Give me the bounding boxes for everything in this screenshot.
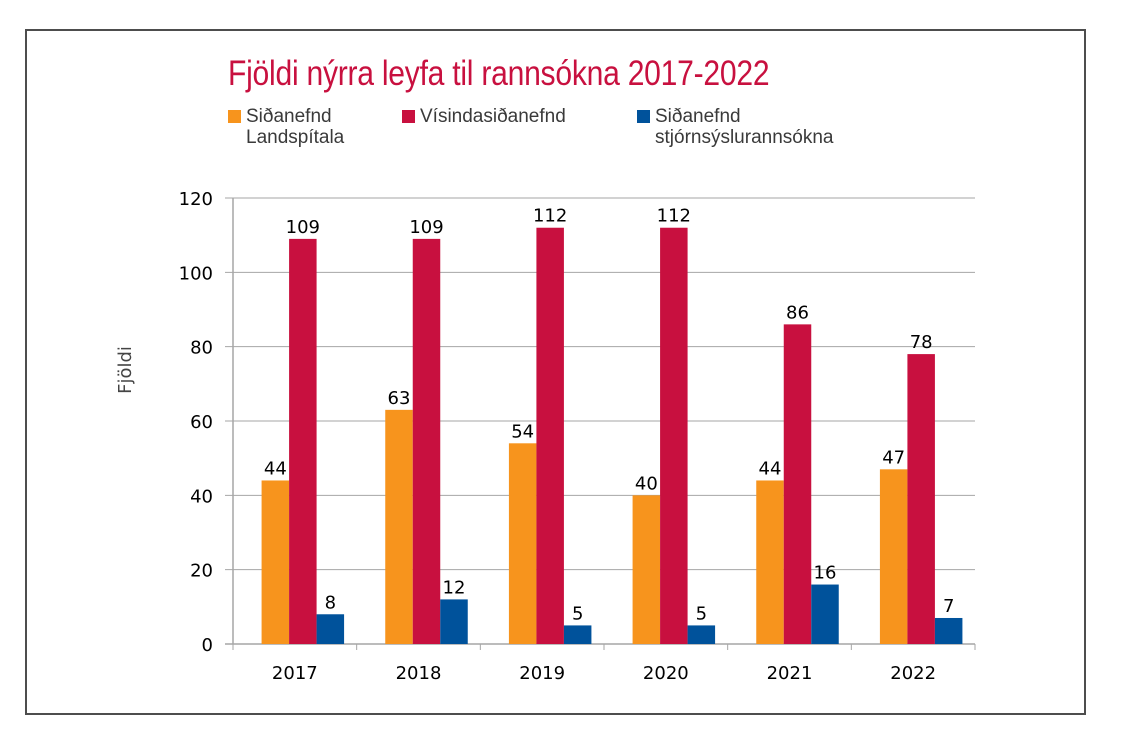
legend-item-landspitali: Siðanefnd Landspítala <box>228 106 344 148</box>
bar-2021-series-0 <box>756 480 784 644</box>
bar-2022-series-2 <box>934 617 963 644</box>
bar-2019-series-1 <box>536 227 564 644</box>
legend-swatch-stjornsysla <box>637 110 650 123</box>
data-labels: 44 109 8 63 109 12 54 112 5 40 112 5 44 86 16 47 78 7 <box>264 206 955 625</box>
axes: 0 20 40 60 80 100 120 2017 2018 2019 2020 2021 2022 <box>179 189 976 684</box>
x-tick-label: 2019 <box>519 663 565 684</box>
y-tick-label: 120 <box>179 189 213 210</box>
legend-swatch-visindasidanefnd <box>402 110 415 123</box>
bar-2022-series-0 <box>879 469 908 644</box>
y-tick-label: 40 <box>190 486 213 507</box>
bar-2019-series-2 <box>563 625 592 644</box>
data-label-2021-series-2: 16 <box>814 563 837 584</box>
data-label-2022-series-2: 7 <box>943 596 954 617</box>
bar-2018-series-2 <box>440 599 468 644</box>
bar-2021-series-2 <box>811 584 839 644</box>
bar-2017-series-0 <box>261 480 290 644</box>
legend-label-visindasidanefnd: Vísindasiðanefnd <box>420 106 566 127</box>
data-label-2021-series-1: 86 <box>786 302 809 323</box>
x-tick-label: 2017 <box>272 663 318 684</box>
legend-item-stjornsysla: Siðanefnd stjórnsýslurannsókna <box>637 106 833 148</box>
bar-2019-series-0 <box>508 443 537 644</box>
data-label-2020-series-1: 112 <box>657 206 691 227</box>
y-tick-label: 20 <box>190 561 213 582</box>
data-label-2018-series-2: 12 <box>443 577 466 598</box>
legend-label-landspitali: Siðanefnd Landspítala <box>246 106 345 148</box>
x-tick-label: 2022 <box>890 663 936 684</box>
data-label-2021-series-0: 44 <box>759 458 782 479</box>
data-label-2017-series-0: 44 <box>264 458 287 479</box>
y-tick-label: 60 <box>190 412 213 433</box>
bar-2021-series-1 <box>783 324 812 644</box>
data-label-2022-series-1: 78 <box>910 332 933 353</box>
gridlines <box>225 197 975 571</box>
chart-title: Fjöldi nýrra leyfa til rannsókna 2017-20… <box>228 54 770 93</box>
data-label-2019-series-1: 112 <box>533 206 567 227</box>
legend-swatch-landspitali <box>228 110 241 123</box>
data-label-2018-series-0: 63 <box>388 388 411 409</box>
x-tick-label: 2021 <box>767 663 813 684</box>
y-axis-label: Fjöldi <box>115 346 136 394</box>
x-tick-label: 2018 <box>396 663 442 684</box>
bar-2018-series-1 <box>412 238 441 644</box>
bar-2017-series-1 <box>289 238 317 644</box>
data-label-2017-series-1: 109 <box>286 217 320 238</box>
y-tick-label: 80 <box>190 338 213 359</box>
bar-2020-series-0 <box>632 495 661 644</box>
bar-2022-series-1 <box>907 354 935 644</box>
bar-2018-series-0 <box>385 409 413 644</box>
bar-2020-series-1 <box>660 227 688 644</box>
bar-2020-series-2 <box>687 625 716 644</box>
bar-2017-series-2 <box>316 614 345 644</box>
data-label-2018-series-1: 109 <box>409 217 443 238</box>
data-label-2020-series-2: 5 <box>696 603 707 624</box>
bars <box>261 227 963 644</box>
data-label-2022-series-0: 47 <box>882 447 905 468</box>
y-tick-label: 0 <box>202 635 213 656</box>
data-label-2020-series-0: 40 <box>635 473 658 494</box>
x-tick-label: 2020 <box>643 663 689 684</box>
data-label-2017-series-2: 8 <box>325 592 336 613</box>
legend-label-stjornsysla: Siðanefnd stjórnsýslurannsókna <box>655 106 834 148</box>
data-label-2019-series-0: 54 <box>511 421 534 442</box>
y-tick-label: 100 <box>179 263 213 284</box>
data-label-2019-series-2: 5 <box>572 603 583 624</box>
legend-item-visindasidanefnd: Vísindasiðanefnd <box>402 106 566 127</box>
